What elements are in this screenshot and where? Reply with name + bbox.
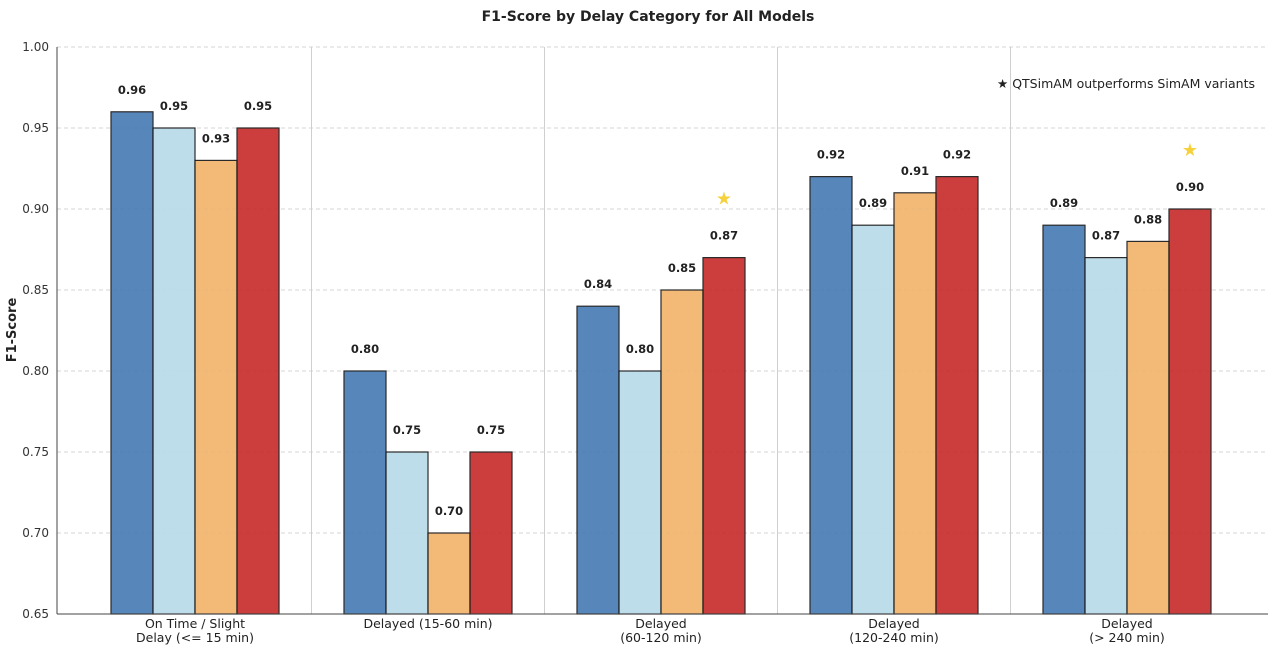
bar	[851, 224, 895, 615]
highlight-star-icon: ★	[1182, 140, 1198, 161]
data-label: 0.84	[584, 277, 612, 291]
data-label: 0.92	[943, 148, 971, 162]
data-label: 0.70	[435, 504, 463, 518]
x-tick-label: Delayed	[1101, 616, 1152, 631]
bar	[194, 159, 238, 615]
bar	[427, 532, 471, 615]
data-label: 0.80	[351, 342, 379, 356]
x-tick-label: (60-120 min)	[620, 630, 702, 645]
data-label: 0.75	[393, 423, 421, 437]
bar	[469, 451, 513, 615]
bar	[660, 289, 704, 615]
x-tick-label: (120-240 min)	[849, 630, 939, 645]
data-label: 0.87	[1092, 229, 1120, 243]
y-tick-label: 0.75	[22, 445, 49, 459]
bar	[343, 370, 387, 615]
data-label: 0.95	[160, 99, 188, 113]
bar	[935, 176, 979, 615]
legend-annotation: ★ QTSimAM outperforms SimAM variants	[997, 76, 1255, 91]
x-tick-label: Delayed	[635, 616, 686, 631]
y-tick-label: 0.80	[22, 364, 49, 378]
bar	[809, 176, 853, 615]
x-tick-label: Delay (<= 15 min)	[136, 630, 254, 645]
x-tick-label: Delayed	[868, 616, 919, 631]
bars-layer: 0.96 0.95 0.93 0.95 0.80 0.75 0.70 0.75 0.84 0.80…	[110, 83, 1212, 615]
data-label: 0.89	[1050, 196, 1078, 210]
bar	[576, 305, 620, 615]
x-tick-label: On Time / Slight	[145, 616, 245, 631]
bar	[1084, 257, 1128, 615]
data-label: 0.88	[1134, 212, 1162, 226]
axis-layer: 0.65 0.70 0.75 0.80 0.85 0.90 0.95 1.00 On Time …	[22, 40, 1268, 645]
y-tick-label: 1.00	[22, 40, 49, 54]
y-tick-label: 0.65	[22, 607, 49, 621]
bar	[110, 111, 154, 615]
data-label: 0.93	[202, 131, 230, 145]
bar	[618, 370, 662, 615]
y-tick-label: 0.95	[22, 121, 49, 135]
bar	[1126, 240, 1170, 615]
data-label: 0.89	[859, 196, 887, 210]
y-tick-label: 0.70	[22, 526, 49, 540]
data-label: 0.96	[118, 83, 146, 97]
data-label: 0.95	[244, 99, 272, 113]
y-tick-label: 0.90	[22, 202, 49, 216]
bar	[236, 127, 280, 615]
bar	[1168, 208, 1212, 615]
data-label: 0.75	[477, 423, 505, 437]
bar	[1042, 224, 1086, 615]
bar	[893, 192, 937, 615]
x-tick-label: (> 240 min)	[1089, 630, 1165, 645]
highlight-star-icon: ★	[716, 189, 732, 210]
y-tick-label: 0.85	[22, 283, 49, 297]
x-tick-label: Delayed (15-60 min)	[363, 616, 492, 631]
data-label: 0.80	[626, 342, 654, 356]
data-label: 0.92	[817, 148, 845, 162]
bar	[385, 451, 429, 615]
y-axis-label: F1-Score	[5, 298, 20, 363]
chart-title: F1-Score by Delay Category for All Model…	[482, 9, 815, 25]
bar	[702, 257, 746, 615]
bar	[152, 127, 196, 615]
data-label: 0.90	[1176, 180, 1204, 194]
data-label: 0.91	[901, 164, 929, 178]
data-label: 0.87	[710, 229, 738, 243]
data-label: 0.85	[668, 261, 696, 275]
